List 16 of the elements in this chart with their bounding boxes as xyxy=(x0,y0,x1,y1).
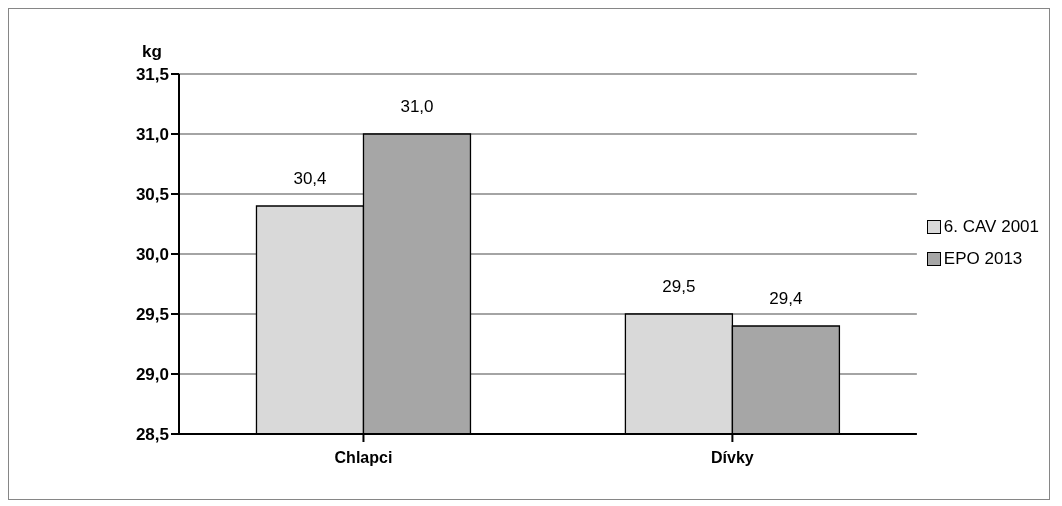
y-tick-label: 31,5 xyxy=(135,65,169,85)
legend-label: EPO 2013 xyxy=(943,249,1023,269)
y-tick-label: 29,0 xyxy=(135,365,169,385)
data-label: 29,4 xyxy=(769,289,803,308)
data-label: 29,5 xyxy=(662,277,696,296)
legend-label: 6. CAV 2001 xyxy=(943,217,1039,237)
data-label: 30,4 xyxy=(293,169,327,188)
y-tick-label: 31,0 xyxy=(135,125,169,145)
y-tick-label: 30,0 xyxy=(135,245,169,265)
y-axis-title: kg xyxy=(142,42,162,62)
y-tick-label: 28,5 xyxy=(135,425,169,445)
x-tick-label: Chlapci xyxy=(334,449,393,467)
data-label: 31,0 xyxy=(400,97,434,116)
y-tick-label: 30,5 xyxy=(135,185,169,205)
y-tick-label: 29,5 xyxy=(135,305,169,325)
x-tick-label: Dívky xyxy=(711,449,754,467)
